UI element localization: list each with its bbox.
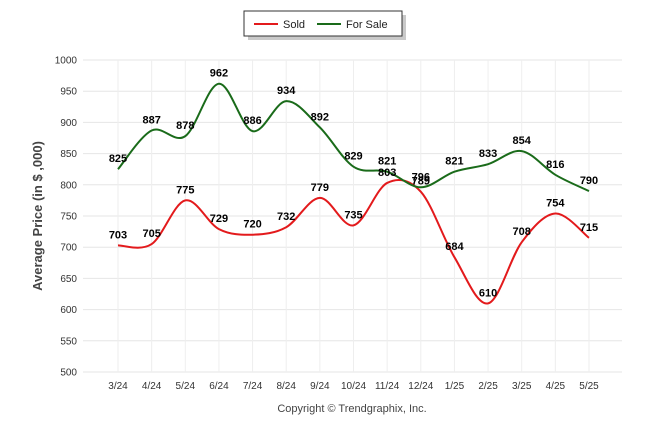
data-labels: 703 705 775 729 720 732 779 735 803 789 684 610 708 7… <box>109 68 598 300</box>
data-label-sold: 803 <box>378 167 396 179</box>
x-tick-label: 9/24 <box>310 381 330 392</box>
y-tick-label: 900 <box>60 118 77 129</box>
x-tick-label: 2/25 <box>478 381 498 392</box>
x-tick-label: 6/24 <box>209 381 229 392</box>
x-tick-label: 12/24 <box>408 381 433 392</box>
data-label-sold: 610 <box>479 287 497 299</box>
x-tick-label: 5/24 <box>176 381 196 392</box>
y-axis: 500 550 600 650 700 750 800 850 900 950 1000 <box>55 56 78 379</box>
data-label-for-sale: 796 <box>412 171 430 183</box>
data-label-sold: 732 <box>277 211 295 223</box>
data-label-for-sale: 790 <box>580 175 598 187</box>
series-line-for-sale <box>117 82 590 192</box>
x-tick-label: 8/24 <box>276 381 296 392</box>
x-tick-label: 1/25 <box>445 381 465 392</box>
y-tick-label: 550 <box>60 336 77 347</box>
x-tick-label: 3/24 <box>108 381 128 392</box>
copyright-footer: Copyright © Trendgraphix, Inc. <box>277 403 426 415</box>
grid-lines <box>83 59 622 373</box>
data-label-for-sale: 962 <box>210 68 228 80</box>
x-tick-label: 10/24 <box>341 381 366 392</box>
data-label-sold: 775 <box>176 184 194 196</box>
data-label-for-sale: 887 <box>142 115 160 127</box>
data-label-for-sale: 886 <box>243 115 261 127</box>
x-axis: 3/24 4/24 5/24 6/24 7/24 8/24 9/24 10/24 11/24 12… <box>108 381 599 392</box>
series-line-sold <box>117 178 590 305</box>
y-tick-label: 800 <box>60 180 77 191</box>
data-label-sold: 720 <box>243 219 261 231</box>
data-label-sold: 708 <box>513 226 531 238</box>
y-tick-label: 1000 <box>55 56 78 67</box>
x-tick-label: 11/24 <box>375 381 400 392</box>
data-label-sold: 779 <box>311 182 329 194</box>
data-label-for-sale: 825 <box>109 153 127 165</box>
data-label-sold: 754 <box>546 198 565 210</box>
data-label-for-sale: 829 <box>344 151 362 163</box>
y-tick-label: 700 <box>60 243 77 254</box>
data-label-for-sale: 934 <box>277 85 296 97</box>
data-label-sold: 735 <box>344 209 362 221</box>
data-label-sold: 703 <box>109 229 127 241</box>
y-tick-label: 850 <box>60 149 77 160</box>
y-tick-label: 650 <box>60 274 77 285</box>
data-label-for-sale: 833 <box>479 148 497 160</box>
data-label-sold: 684 <box>445 241 464 253</box>
data-label-for-sale: 816 <box>546 159 564 171</box>
x-tick-label: 4/25 <box>546 381 566 392</box>
x-tick-label: 7/24 <box>243 381 263 392</box>
x-tick-label: 4/24 <box>142 381 162 392</box>
data-label-sold: 789 <box>412 176 430 188</box>
data-label-sold: 729 <box>210 213 228 225</box>
data-label-sold: 715 <box>580 222 598 234</box>
data-label-for-sale: 821 <box>445 156 463 168</box>
y-tick-label: 500 <box>60 368 77 379</box>
x-tick-label: 3/25 <box>512 381 532 392</box>
x-tick-label: 5/25 <box>579 381 599 392</box>
y-tick-label: 600 <box>60 305 77 316</box>
y-axis-label: Average Price (in $ ,000) <box>30 141 45 291</box>
series-lines <box>117 82 590 305</box>
y-tick-label: 750 <box>60 212 77 223</box>
legend-entry-for-sale: For Sale <box>346 19 388 31</box>
data-label-for-sale: 854 <box>513 135 532 147</box>
legend: Sold For Sale <box>243 10 406 40</box>
data-label-sold: 705 <box>142 228 160 240</box>
data-label-for-sale: 821 <box>378 156 396 168</box>
data-label-for-sale: 892 <box>311 111 329 123</box>
data-label-for-sale: 878 <box>176 120 194 132</box>
y-tick-label: 950 <box>60 87 77 98</box>
legend-entry-sold: Sold <box>283 19 305 31</box>
